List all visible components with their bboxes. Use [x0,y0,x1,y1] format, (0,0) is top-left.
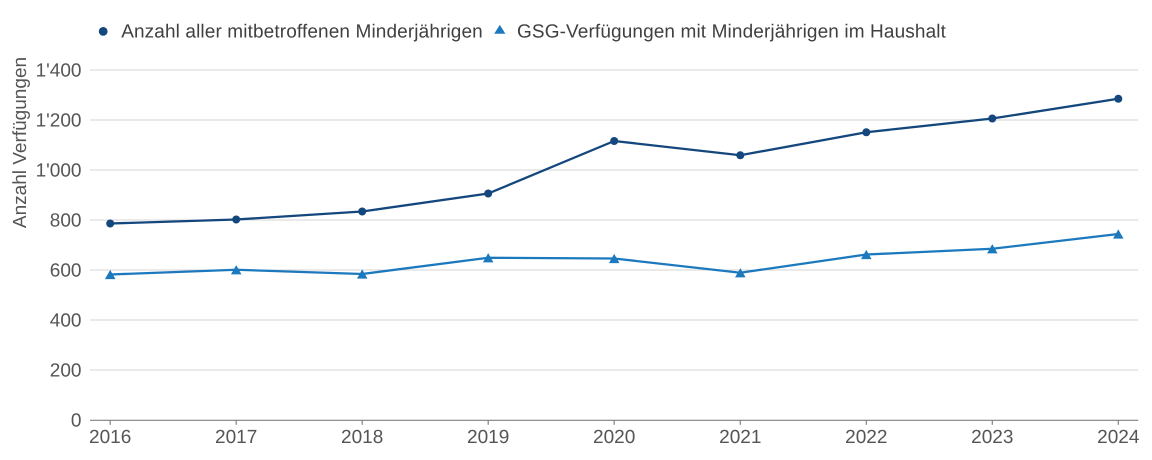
svg-text:GSG-Verfügungen mit Minderjähr: GSG-Verfügungen mit Minderjährigen im Ha… [517,22,947,43]
svg-text:200: 200 [50,361,82,382]
svg-text:400: 400 [50,311,82,332]
svg-text:2018: 2018 [341,427,383,448]
svg-text:2021: 2021 [719,427,761,448]
svg-text:1'200: 1'200 [36,111,82,132]
svg-text:1'000: 1'000 [36,161,82,182]
svg-text:Anzahl Verfügungen: Anzahl Verfügungen [10,57,31,228]
svg-text:2017: 2017 [215,427,257,448]
svg-text:2016: 2016 [89,427,131,448]
svg-text:2022: 2022 [845,427,887,448]
svg-text:Anzahl aller mitbetroffenen Mi: Anzahl aller mitbetroffenen Minderjährig… [121,22,483,43]
svg-text:800: 800 [50,211,82,232]
svg-text:2024: 2024 [1097,427,1140,448]
svg-text:1'400: 1'400 [36,61,82,82]
svg-text:0: 0 [71,411,82,432]
svg-text:2020: 2020 [593,427,635,448]
svg-text:600: 600 [50,261,82,282]
svg-text:2023: 2023 [971,427,1013,448]
svg-text:2019: 2019 [467,427,509,448]
